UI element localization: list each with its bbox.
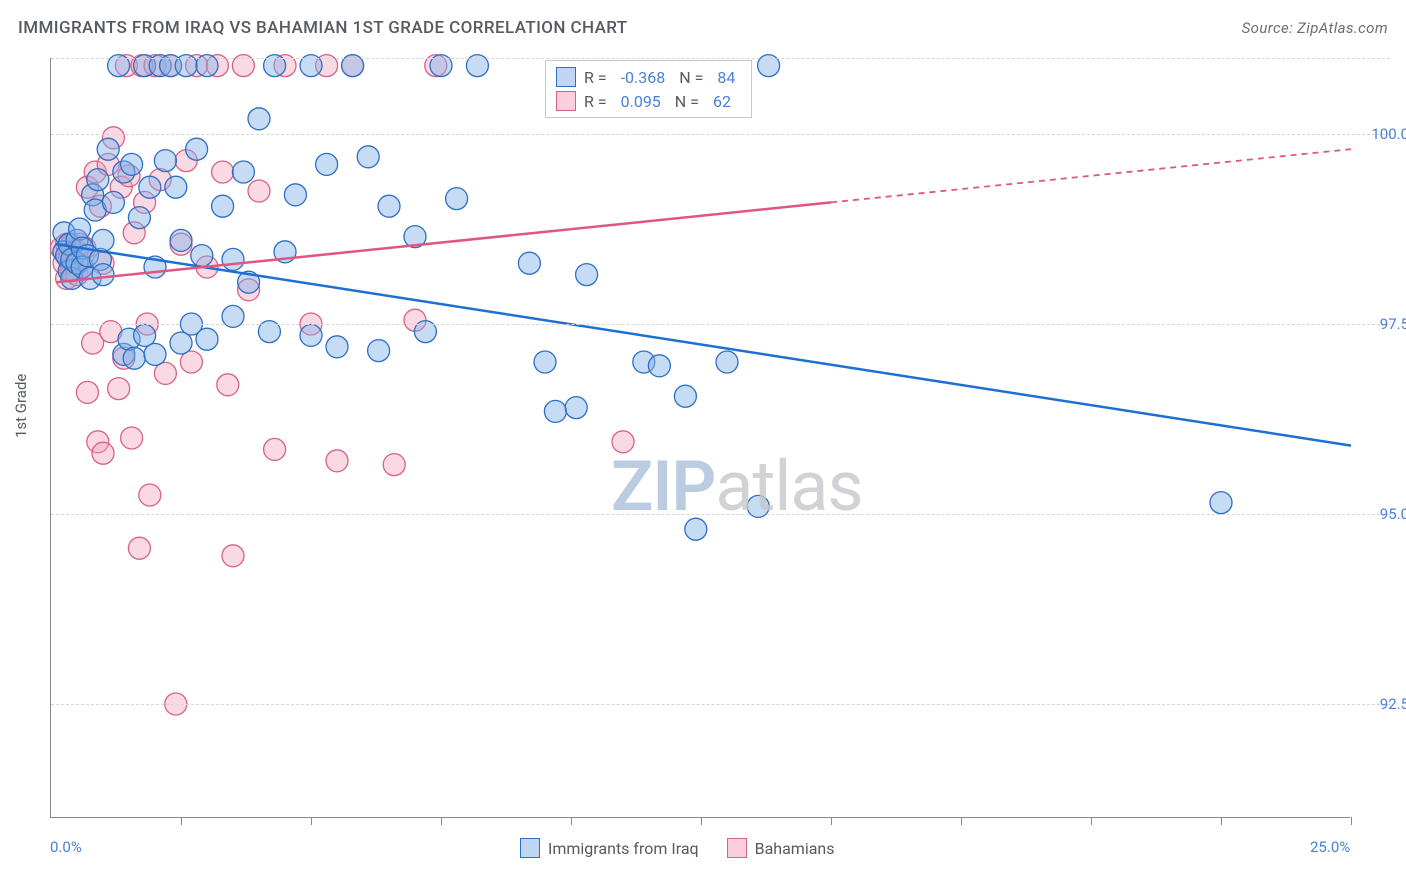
gridline [51,514,1390,515]
x-tick [571,817,572,825]
data-point [212,161,234,183]
data-point [108,378,130,400]
data-point [284,184,306,206]
title-bar: IMMIGRANTS FROM IRAQ VS BAHAMIAN 1ST GRA… [18,18,1388,38]
legend-stats-row-pink: R = 0.095 N = 62 [556,89,741,113]
trend-line [831,149,1351,202]
data-point [170,229,192,251]
plot-area: ZIPatlas 92.5%95.0%97.5%100.0% [50,58,1350,818]
data-point [378,195,400,217]
data-point [144,343,166,365]
data-point [326,450,348,472]
data-point [217,374,239,396]
data-point [576,264,598,286]
data-point [264,438,286,460]
data-point [212,195,234,217]
legend-series: Immigrants from Iraq Bahamians [520,838,835,858]
x-tick [1351,817,1352,825]
data-point [92,264,114,286]
data-point [383,454,405,476]
data-point [446,188,468,210]
x-tick [441,817,442,825]
data-point [139,484,161,506]
data-point [316,153,338,175]
data-point [222,545,244,567]
x-axis-max-label: 25.0% [1310,838,1350,856]
gridline [51,324,1390,325]
data-point [222,248,244,270]
data-point [248,180,270,202]
data-point [648,355,670,377]
data-point [102,191,124,213]
data-point [92,229,114,251]
legend-swatch-blue [556,67,576,87]
data-point [565,397,587,419]
legend-swatch-pink [556,91,576,111]
gridline [51,134,1390,135]
data-point [518,252,540,274]
source-label: Source: ZipAtlas.com [1242,19,1388,37]
y-tick-label: 100.0% [1371,125,1406,143]
data-point [674,385,696,407]
data-point [232,161,254,183]
data-point [165,176,187,198]
legend-swatch-pink-2 [727,838,747,858]
legend-series-pink: Bahamians [727,838,835,858]
y-tick-label: 95.0% [1380,505,1406,523]
legend-stats-row-blue: R = -0.368 N = 84 [556,65,741,89]
data-point [87,169,109,191]
data-point [612,431,634,453]
legend-series-blue: Immigrants from Iraq [520,838,699,858]
x-tick [961,817,962,825]
data-point [368,340,390,362]
data-point [97,138,119,160]
x-tick [701,817,702,825]
data-point [196,328,218,350]
y-axis-title: 1st Grade [12,374,30,438]
x-tick [1091,817,1092,825]
data-point [123,347,145,369]
x-tick [831,817,832,825]
y-tick-label: 92.5% [1380,695,1406,713]
legend-stats: R = -0.368 N = 84 R = 0.095 N = 62 [545,60,752,118]
gridline [51,58,1390,59]
chart-title: IMMIGRANTS FROM IRAQ VS BAHAMIAN 1ST GRA… [18,18,628,38]
data-point [186,138,208,160]
data-point [357,146,379,168]
trend-line [56,244,1351,445]
x-axis-min-label: 0.0% [50,838,82,856]
x-tick [181,817,182,825]
data-point [716,351,738,373]
data-point [685,518,707,540]
data-point [154,150,176,172]
data-point [326,336,348,358]
data-point [248,108,270,130]
data-point [121,427,143,449]
x-tick [1221,817,1222,825]
data-point [544,400,566,422]
data-point [534,351,556,373]
data-point [1210,492,1232,514]
data-point [121,153,143,175]
data-point [92,442,114,464]
data-point [128,207,150,229]
legend-swatch-blue-2 [520,838,540,858]
data-point [76,381,98,403]
gridline [51,704,1390,705]
data-point [139,176,161,198]
data-point [191,245,213,267]
data-point [300,324,322,346]
x-tick [311,817,312,825]
data-point [128,537,150,559]
y-tick-label: 97.5% [1380,315,1406,333]
